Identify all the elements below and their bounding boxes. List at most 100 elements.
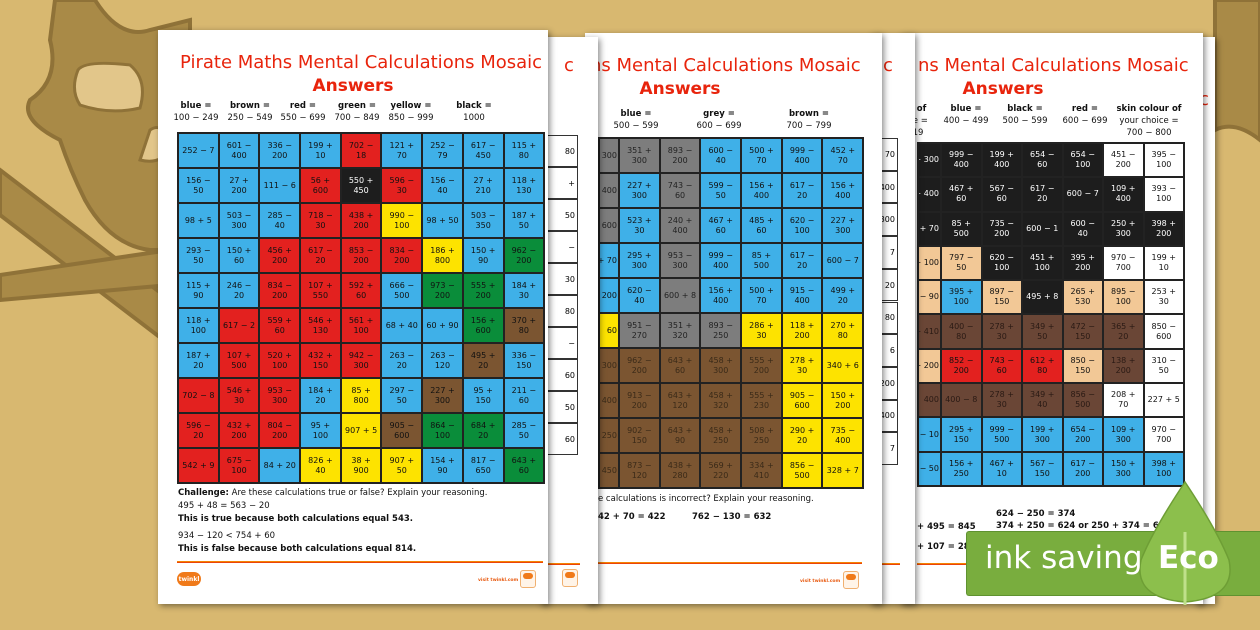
challenge-equation: 934 − 120 < 754 + 60 xyxy=(178,531,276,541)
mosaic-cell: 310 − 50 xyxy=(1143,348,1184,384)
mosaic-cell: 370 + 80 xyxy=(503,308,545,343)
mosaic-cell: 395 − 100 xyxy=(1143,143,1184,178)
mosaic-cell: 187 + 50 xyxy=(503,203,545,238)
mosaic-cell: 856 − 500 xyxy=(1062,383,1103,418)
colour-key-label: brown = xyxy=(788,109,830,119)
colour-key-range-extra: 19 xyxy=(912,128,924,138)
mosaic-cell: 735 − 200 xyxy=(981,211,1022,246)
mosaic-cell: 654 − 100 xyxy=(1062,143,1103,178)
mosaic-cell: 156 + 400 xyxy=(822,173,864,208)
mosaic-cell: 559 + 60 xyxy=(259,308,301,343)
mosaic-cell: 400 − 8 xyxy=(941,383,982,418)
mosaic-cell: 184 + 30 xyxy=(503,273,545,308)
mosaic-cell: 458 + 250 xyxy=(700,418,742,453)
colour-key-range: 550 − 699 xyxy=(280,113,326,123)
mosaic-cell: 503 − 350 xyxy=(462,203,504,238)
mosaic-cell: 451 − 200 xyxy=(1103,143,1144,178)
mosaic-cell: 121 + 70 xyxy=(381,133,423,168)
mosaic-cell: 451 + 100 xyxy=(1022,245,1063,281)
mosaic-cell: 400 xyxy=(599,383,619,418)
mosaic-cell: 85 + 800 xyxy=(340,378,382,413)
mosaic-cell: 252 − 7 xyxy=(178,133,219,168)
mosaic-cell: 227 + 300 xyxy=(822,208,864,243)
mosaic-cell: 150 + 300 xyxy=(1103,451,1144,486)
mosaic-cell: 500 + 70 xyxy=(741,278,782,313)
colour-key-label: black = xyxy=(1007,104,1043,114)
colour-key-label: green = xyxy=(338,101,376,111)
colour-key-item: brown = 700 − 799 xyxy=(787,108,832,132)
colour-key-label: skin colour of xyxy=(1116,104,1182,114)
challenge-answer: + 495 = 845 xyxy=(917,522,976,532)
visit-twinkl-link[interactable]: visit twinkl.com xyxy=(800,579,841,584)
mosaic-cell: 109 + 400 xyxy=(1103,177,1144,212)
mosaic-cell: 999 − 400 xyxy=(781,138,823,173)
mosaic-cell: 643 + 90 xyxy=(659,418,701,453)
mosaic-cell: 467 + 60 xyxy=(700,208,742,243)
mosaic-cell: 227 + 300 xyxy=(619,173,660,208)
mosaic-cell: − 200 xyxy=(918,348,941,384)
mosaic-cell: 68 + 40 xyxy=(381,308,423,343)
mosaic-cell: + 70 xyxy=(918,211,941,246)
mosaic-cell: 905 − 600 xyxy=(781,383,823,418)
mosaic-cell: 150 + 90 xyxy=(462,238,504,273)
colour-key-range: 500 − 599 xyxy=(1002,116,1048,126)
mosaic-cell: 340 + 6 xyxy=(822,348,864,383)
mosaic-cell: 253 + 30 xyxy=(1143,280,1184,315)
mosaic-cell: 970 − 700 xyxy=(1143,417,1184,452)
mosaic-cell: 834 − 200 xyxy=(259,273,301,308)
mosaic-cell: 199 + 300 xyxy=(1022,417,1063,452)
worksheet-2: ns Mental Calculations Mosaic Answers blue… xyxy=(585,33,882,604)
mosaic-cell: 250 + 300 xyxy=(1103,211,1144,246)
mosaic-cell: 643 + 60 xyxy=(503,448,545,483)
mosaic-cell: − 50 xyxy=(918,451,941,486)
mosaic-cell: 600 xyxy=(599,208,619,243)
mosaic-cell: 184 + 20 xyxy=(300,378,341,413)
mosaic-cell: 456 + 200 xyxy=(259,238,301,273)
mosaic-cell: 156 + 400 xyxy=(700,278,742,313)
mosaic-cell: 432 + 200 xyxy=(218,413,260,448)
mosaic-cell: 600 − 7 xyxy=(1062,177,1103,212)
mosaic-cell: 336 − 150 xyxy=(503,343,545,378)
mosaic-cell: 999 − 400 xyxy=(941,143,982,178)
colour-key-item: grey = 600 − 699 xyxy=(697,108,742,132)
colour-key-range: ce = xyxy=(908,116,928,126)
mosaic-cell: 592 + 60 xyxy=(340,273,382,308)
mosaic-cell: 555 + 230 xyxy=(741,383,782,418)
colour-key-label: blue = xyxy=(620,109,652,119)
mosaic-cell: 702 − 8 xyxy=(178,378,219,413)
mosaic-cell: 620 − 100 xyxy=(981,245,1022,281)
mosaic-cell: 286 + 30 xyxy=(741,313,782,348)
mosaic-cell: 285 − 40 xyxy=(259,203,301,238)
mosaic-cell: 990 − 100 xyxy=(381,203,423,238)
footer-line xyxy=(598,562,862,564)
mosaic-cell: 467 + 10 xyxy=(981,451,1022,486)
mosaic-cell: 962 − 200 xyxy=(619,348,660,383)
sheet-title: ns Mental Calculations Mosaic xyxy=(918,55,1189,76)
mosaic-cell: 38 + 900 xyxy=(340,448,382,483)
mosaic-cell: 56 + 600 xyxy=(300,168,341,203)
mosaic-cell: 118 + 100 xyxy=(178,308,219,343)
mosaic-cell: 600 − 40 xyxy=(700,138,742,173)
mosaic-cell: 438 + 280 xyxy=(659,453,701,488)
mosaic-cell: 702 − 18 xyxy=(340,133,382,168)
challenge-answer: 624 − 250 = 374 xyxy=(996,509,1076,519)
mosaic-cell: 555 + 200 xyxy=(741,348,782,383)
mosaic-cell: 561 + 100 xyxy=(340,308,382,343)
colour-key-range: 850 − 999 xyxy=(388,113,434,123)
mosaic-cell: 893 − 250 xyxy=(700,313,742,348)
mosaic-cell: 684 + 20 xyxy=(462,413,504,448)
mosaic-cell: 290 + 20 xyxy=(781,418,823,453)
mosaic-cell: 599 − 50 xyxy=(700,173,742,208)
visit-twinkl-link[interactable]: visit twinkl.com xyxy=(478,578,519,583)
mosaic-cell: 718 − 30 xyxy=(300,203,341,238)
mosaic-cell: 907 + 5 xyxy=(340,413,382,448)
mosaic-cell: 834 − 200 xyxy=(381,238,423,273)
mosaic-cell: 398 + 200 xyxy=(1143,211,1184,246)
mosaic-cell: 600 − 1 xyxy=(1022,211,1063,246)
colour-key-range: 250 − 549 xyxy=(227,113,273,123)
mosaic-cell: 612 + 80 xyxy=(1022,348,1063,384)
mosaic-cell: 567 − 60 xyxy=(981,177,1022,212)
mosaic-cell: 617 − 20 xyxy=(781,243,823,278)
colour-key-range: 400 − 499 xyxy=(943,116,989,126)
mosaic-grid: 300 351 + 300 893 − 200 600 − 40 500 + 70 999… xyxy=(598,137,865,489)
